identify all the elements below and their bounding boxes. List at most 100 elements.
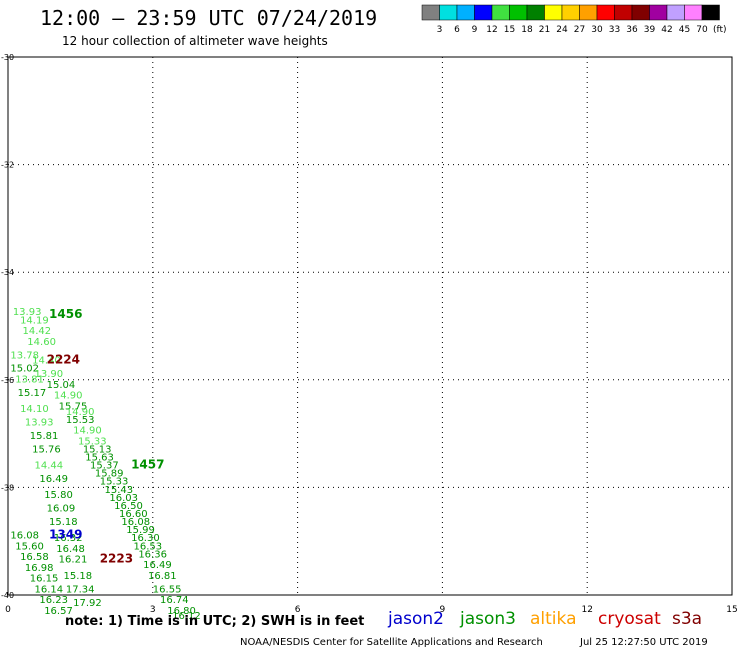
color-scale-label: 45 bbox=[679, 25, 690, 35]
footer-credit: NOAA/NESDIS Center for Satellite Applica… bbox=[240, 637, 543, 648]
color-scale-swatch bbox=[596, 4, 615, 21]
data-point-label: 16.09 bbox=[47, 504, 76, 515]
pass-label: 1456 bbox=[49, 307, 82, 321]
data-point-label: 16.55 bbox=[153, 584, 182, 595]
color-scale-swatch bbox=[631, 4, 650, 21]
color-scale-label: 70 bbox=[696, 25, 708, 35]
data-point-label: 14.44 bbox=[35, 461, 64, 472]
color-scale-swatch bbox=[439, 4, 458, 21]
color-scale-label: 15 bbox=[504, 25, 515, 35]
data-point-label: 16.15 bbox=[30, 574, 59, 585]
x-tick-label: 3 bbox=[150, 605, 156, 615]
data-point-label: 16.23 bbox=[39, 595, 68, 606]
color-scale-swatch bbox=[649, 4, 668, 21]
data-point-label: 15.17 bbox=[18, 388, 47, 399]
pass-label: 1349 bbox=[49, 528, 82, 542]
x-tick-label: 12 bbox=[581, 605, 592, 615]
y-tick-label: -34 bbox=[1, 268, 14, 277]
data-point-label: 15.63 bbox=[85, 453, 114, 464]
color-scale-swatch bbox=[684, 4, 703, 21]
color-scale-swatch bbox=[614, 4, 633, 21]
color-scale-labels: 3 6 9 12 15 18 21 24 27 30 33 36 39 42 45 70 bbox=[437, 25, 708, 35]
color-scale-label: 30 bbox=[591, 25, 603, 35]
color-scale-label: 18 bbox=[521, 25, 533, 35]
data-point-label: 15.53 bbox=[66, 415, 95, 426]
data-point-label: 14.10 bbox=[20, 404, 49, 415]
data-point-label: 16.36 bbox=[138, 549, 167, 560]
color-scale-swatch bbox=[474, 4, 493, 21]
data-point-label: 15.13 bbox=[83, 444, 112, 455]
data-point-label: 16.60 bbox=[119, 509, 148, 520]
data-point-label: 15.60 bbox=[15, 541, 44, 552]
legend-item-cryosat: cryosat bbox=[598, 609, 661, 629]
data-point-label: 14.19 bbox=[20, 315, 49, 326]
color-scale-label: 36 bbox=[626, 25, 638, 35]
data-point-label: 15.33 bbox=[78, 436, 107, 447]
data-point-label: 16.30 bbox=[131, 533, 160, 544]
y-tick-label: -30 bbox=[1, 53, 14, 62]
data-point-label: 16.48 bbox=[56, 544, 85, 555]
color-scale-swatch bbox=[491, 4, 510, 21]
data-point-label: 16.08 bbox=[10, 531, 39, 542]
data-point-label: 13.81 bbox=[15, 374, 44, 385]
data-point-label: 16.53 bbox=[133, 541, 162, 552]
data-point-label: 16.58 bbox=[20, 552, 49, 563]
pass-labels: 1456 2224 1457 1349 2223 bbox=[47, 307, 165, 566]
chart-subtitle: 12 hour collection of altimeter wave hei… bbox=[62, 34, 328, 48]
data-point-label: 14.90 bbox=[66, 407, 95, 418]
data-point-label: 17.92 bbox=[73, 598, 102, 609]
data-point-label: 14.40 bbox=[32, 356, 61, 367]
data-point-label: 15.33 bbox=[100, 477, 129, 488]
color-scale-label: 21 bbox=[539, 25, 550, 35]
legend-item-jason2: jason2 bbox=[387, 609, 444, 629]
wave-height-color-scale bbox=[421, 4, 720, 21]
color-scale-swatch bbox=[456, 4, 475, 21]
legend-item-jason3: jason3 bbox=[459, 609, 516, 629]
satellite-legend: jason2 jason3 altika cryosat s3a bbox=[387, 609, 702, 629]
data-point-label: 15.04 bbox=[47, 380, 76, 391]
data-point-label: 15.80 bbox=[44, 490, 73, 501]
data-point-label: 16.98 bbox=[25, 563, 54, 574]
color-scale-label: 24 bbox=[556, 25, 568, 35]
color-scale-label: 6 bbox=[454, 25, 460, 35]
x-tick-label: 15 bbox=[726, 605, 737, 615]
color-scale-swatch bbox=[421, 4, 440, 21]
color-scale-swatch bbox=[561, 4, 580, 21]
color-scale-swatch bbox=[544, 4, 563, 21]
color-scale-swatch bbox=[509, 4, 528, 21]
y-tick-label: -32 bbox=[1, 161, 14, 170]
data-point-label: 15.76 bbox=[32, 444, 61, 455]
grid-lines bbox=[8, 57, 732, 595]
data-point-label: 14.60 bbox=[27, 337, 56, 348]
data-point-label: 15.99 bbox=[126, 525, 155, 536]
data-point-label: 15.43 bbox=[105, 485, 134, 496]
data-point-label: 16.14 bbox=[35, 584, 64, 595]
pass-label: 2223 bbox=[100, 552, 133, 566]
pass-label: 2224 bbox=[47, 353, 80, 367]
x-tick-label: 6 bbox=[295, 605, 301, 615]
y-tick-label: -36 bbox=[1, 376, 14, 385]
y-tick-label: -40 bbox=[1, 591, 14, 600]
data-point-label: 15.81 bbox=[30, 431, 59, 442]
data-point-label: 15.37 bbox=[90, 461, 119, 472]
legend-item-altika: altika bbox=[530, 609, 577, 629]
color-scale-swatch bbox=[666, 4, 685, 21]
data-point-label: 13.78 bbox=[10, 350, 39, 361]
data-point-label: 15.18 bbox=[64, 571, 93, 582]
data-point-label: 16.81 bbox=[148, 571, 177, 582]
color-scale-swatch bbox=[701, 4, 720, 21]
x-axis-ticks: 0 3 6 9 12 15 bbox=[5, 605, 738, 615]
color-scale-label: 42 bbox=[661, 25, 672, 35]
data-point-label: 15.89 bbox=[95, 469, 124, 480]
y-tick-label: -38 bbox=[1, 483, 14, 492]
pass-label: 1457 bbox=[131, 458, 164, 472]
data-point-label: 14.90 bbox=[54, 391, 83, 402]
data-point-label: 13.90 bbox=[35, 369, 64, 380]
chart-title: 12:00 – 23:59 UTC 07/24/2019 bbox=[40, 6, 377, 30]
footer-note: note: 1) Time is in UTC; 2) SWH is in fe… bbox=[65, 614, 364, 629]
x-tick-label: 9 bbox=[440, 605, 446, 615]
data-point-label: 16.49 bbox=[39, 474, 68, 485]
color-scale-swatch bbox=[579, 4, 598, 21]
color-scale-label: 39 bbox=[644, 25, 656, 35]
